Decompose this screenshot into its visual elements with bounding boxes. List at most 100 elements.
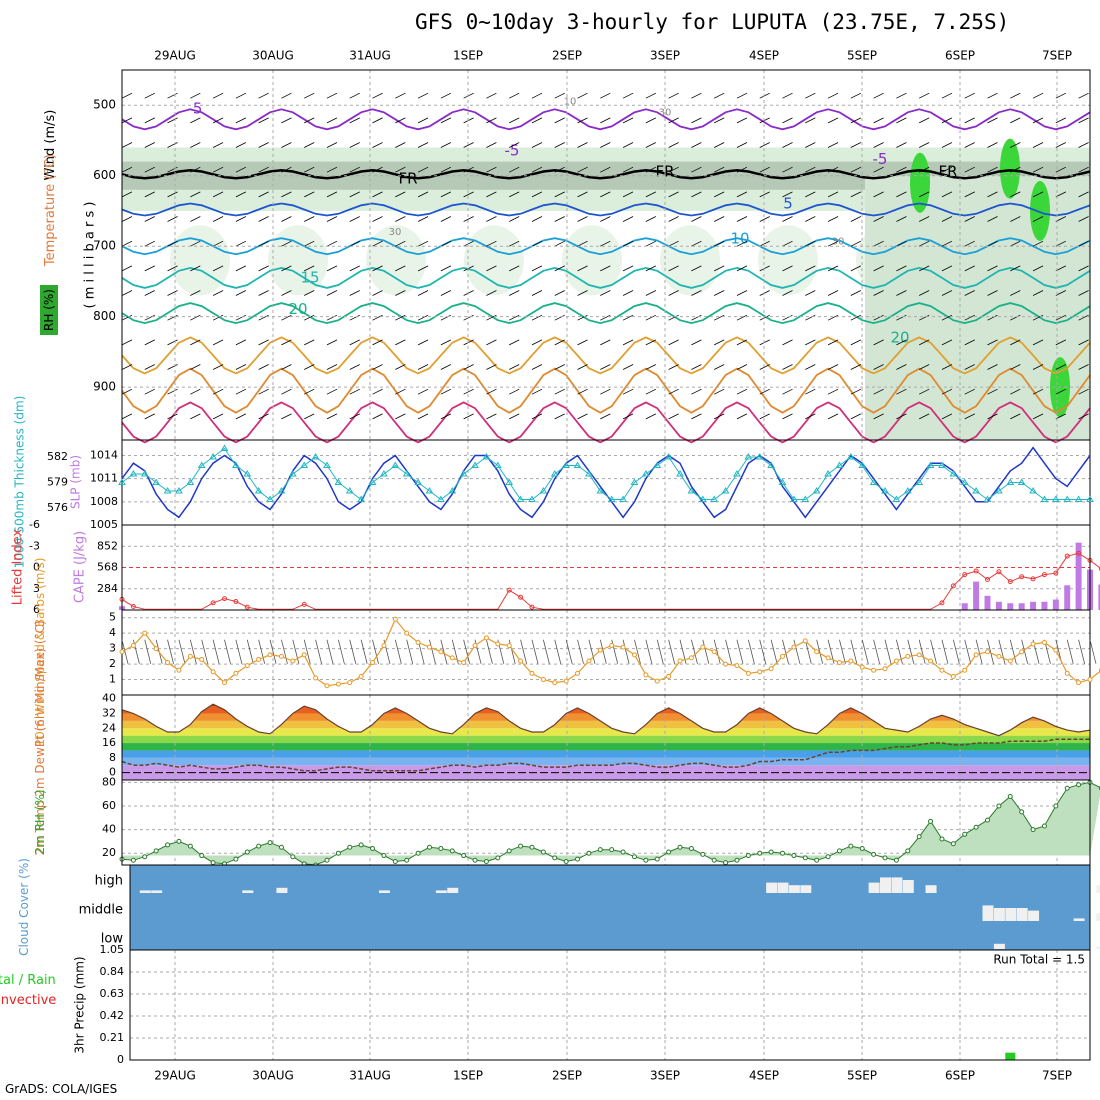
wind-barb xyxy=(281,240,292,247)
thickness-point-59 xyxy=(790,495,798,502)
rh2m-point-48 xyxy=(666,849,672,855)
cloud-high-bar-68 xyxy=(891,877,903,893)
wind-barb xyxy=(691,364,702,370)
thickness-point-53 xyxy=(721,487,730,494)
wind10m-barb xyxy=(429,639,436,664)
thickness-point-21 xyxy=(357,495,366,502)
wind10m-barb xyxy=(349,639,357,664)
wind-barb xyxy=(212,413,224,420)
wind-barb xyxy=(1055,142,1067,148)
wind-barb xyxy=(212,240,224,247)
rh2m-tick-0: 80 xyxy=(102,775,116,788)
wind10m-barb xyxy=(839,639,846,664)
thickness-point-66 xyxy=(869,478,878,485)
wind-barb xyxy=(121,314,133,321)
rh2m-point-50 xyxy=(688,845,694,851)
wind-barb xyxy=(782,142,793,148)
wind10m-barb xyxy=(725,639,732,664)
wind-barb xyxy=(964,117,975,124)
wind-barb xyxy=(417,314,429,321)
wind-barb xyxy=(554,413,565,420)
wind-barb xyxy=(600,265,611,272)
cloud-middle-bar-76 xyxy=(982,905,994,921)
wind-barb xyxy=(121,240,133,247)
wind-barb xyxy=(714,413,725,420)
wind-barb xyxy=(212,166,224,173)
wind-barb xyxy=(144,191,155,198)
wind-barb xyxy=(144,117,155,124)
wind10m-barb xyxy=(1078,639,1085,664)
rh-tongue-2 xyxy=(366,225,426,296)
cloud-middle-bar-80 xyxy=(1028,910,1040,921)
contour-label-1: -5 xyxy=(505,142,520,160)
wind-barb xyxy=(1032,265,1044,272)
rh2m-point-12 xyxy=(256,843,262,849)
wind-barb xyxy=(668,142,679,148)
wind10m-barb xyxy=(804,639,812,664)
thickness-point-18 xyxy=(323,461,331,468)
wind10m-point-83 xyxy=(1064,670,1070,676)
lifted-index-point-86 xyxy=(1098,566,1100,571)
wind-barb xyxy=(326,191,338,198)
wind-barb xyxy=(805,166,816,173)
wind-barb xyxy=(600,191,611,198)
temp-band-below-zero xyxy=(122,772,1090,780)
rh2m-point-7 xyxy=(199,853,205,859)
wind10m-point-76 xyxy=(985,649,991,655)
wind10m-point-84 xyxy=(1076,680,1082,686)
wind-barb xyxy=(714,92,725,99)
wind-barb xyxy=(782,166,793,173)
thickness-point-60 xyxy=(801,495,810,502)
rh2m-point-42 xyxy=(597,847,603,853)
wind-barb xyxy=(600,290,611,296)
rh2m-point-53 xyxy=(723,860,729,866)
wind-barb xyxy=(1032,364,1044,370)
wind-barb xyxy=(372,166,383,173)
wind10m-barb xyxy=(235,639,243,664)
slp-tick-1: 1011 xyxy=(90,472,118,485)
rh2m-point-8 xyxy=(210,860,216,866)
wind-barb xyxy=(212,265,224,272)
slp-line xyxy=(121,446,1091,519)
wind10m-point-2 xyxy=(142,630,148,636)
wind-barb xyxy=(144,388,155,395)
wind-barb xyxy=(918,142,930,148)
wind10m-barb xyxy=(1089,639,1097,664)
wind-barb xyxy=(235,216,247,222)
wind-barb xyxy=(782,314,793,321)
rh2m-point-55 xyxy=(745,853,751,859)
precip-run-total: Run Total = 1.5 xyxy=(993,953,1085,967)
thickness-point-7 xyxy=(197,461,206,468)
wind-barb xyxy=(941,216,953,222)
wind10m-barb xyxy=(167,639,174,664)
wind-barb xyxy=(372,413,383,420)
wind-barb xyxy=(645,166,657,173)
wind-barb xyxy=(1055,240,1067,247)
wind-barb xyxy=(600,339,611,346)
wind-barb xyxy=(827,191,839,198)
wind-barb xyxy=(417,388,429,395)
wind10m-point-54 xyxy=(734,663,740,669)
wind-barb xyxy=(349,92,360,99)
lifted-index-point-10 xyxy=(233,599,239,604)
rh2m-area xyxy=(122,782,1100,865)
wind10m-barb xyxy=(486,639,493,664)
wind-barb xyxy=(349,117,360,124)
wind-barb xyxy=(258,339,269,346)
wind-barb xyxy=(463,117,474,124)
wind-barb xyxy=(281,216,292,222)
wind10m-barb xyxy=(258,639,266,664)
wind-barb xyxy=(554,142,565,148)
thickness-point-4 xyxy=(163,487,172,494)
thickness-point-11 xyxy=(243,470,252,477)
contour-label-0: -5 xyxy=(188,99,203,117)
wind10m-point-5 xyxy=(176,667,182,673)
wind-barb xyxy=(987,92,998,99)
wind-barb xyxy=(622,388,634,395)
thickness-tick-1: 579 xyxy=(47,476,68,489)
wind-barb xyxy=(1032,92,1044,99)
wind-barb xyxy=(258,166,269,173)
rh2m-point-1 xyxy=(130,857,136,863)
slp-axis-label: SLP (mb) xyxy=(69,455,83,509)
pressure-axis-label: ( m i l l i b a r s ) xyxy=(83,202,98,309)
